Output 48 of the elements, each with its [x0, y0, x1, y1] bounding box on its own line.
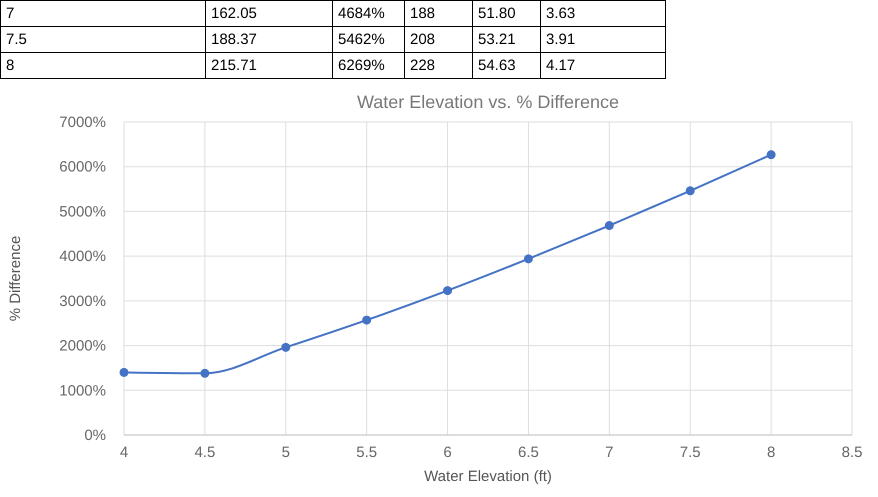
y-tick-label: 1000% [59, 382, 106, 400]
text: 53.21 [478, 31, 516, 48]
x-tick-label: 5.5 [356, 444, 378, 461]
y-tick-label: 3000% [59, 292, 106, 310]
point [281, 342, 290, 352]
point [443, 286, 452, 296]
y-tick-label: 5000% [59, 203, 106, 220]
point [120, 368, 128, 377]
point [604, 221, 614, 230]
text: 8 [6, 57, 14, 74]
point [766, 150, 776, 160]
x-tick-label: 4 [120, 444, 128, 461]
text: 4.17 [546, 57, 576, 74]
text: 188.37 [211, 31, 257, 48]
point [200, 368, 210, 378]
text: 4684% [338, 5, 385, 22]
y-axis-title: % Difference [7, 236, 24, 322]
point [362, 316, 372, 325]
x-tick-label: 5 [282, 444, 290, 461]
text: 188 [410, 5, 436, 22]
text: 6269% [338, 57, 385, 74]
text: 3.63 [546, 5, 576, 22]
y-tick-label: 7000% [59, 114, 106, 131]
text: 7.5 [6, 31, 27, 48]
y-tick-label: 6000% [59, 158, 106, 176]
x-tick-label: 7 [605, 444, 614, 461]
text: 228 [410, 57, 436, 74]
x-tick-label: 7.5 [680, 444, 701, 461]
x-tick-label: 8.5 [842, 444, 862, 461]
text: 5462% [338, 31, 385, 48]
y-tick-label: 4000% [59, 248, 106, 266]
x-tick-label: 6 [443, 444, 452, 461]
text: 51.80 [478, 5, 516, 22]
y-tick-label: 2000% [59, 338, 106, 355]
x-tick-label: 8 [766, 444, 776, 461]
text: 54.63 [478, 57, 516, 74]
x-tick-label: 4.5 [194, 444, 216, 461]
point [686, 186, 695, 196]
text: 215.71 [211, 57, 257, 74]
text: 208 [410, 31, 436, 48]
text: 7 [6, 5, 14, 22]
text: 162.05 [211, 5, 257, 22]
x-tick-label: 6.5 [518, 444, 539, 461]
chart-title: Water Elevation vs. % Difference [356, 92, 620, 112]
text: 3.91 [546, 31, 576, 48]
point [524, 254, 533, 264]
y-tick-label: 0% [84, 427, 106, 444]
x-axis-title: Water Elevation (ft) [424, 468, 552, 485]
